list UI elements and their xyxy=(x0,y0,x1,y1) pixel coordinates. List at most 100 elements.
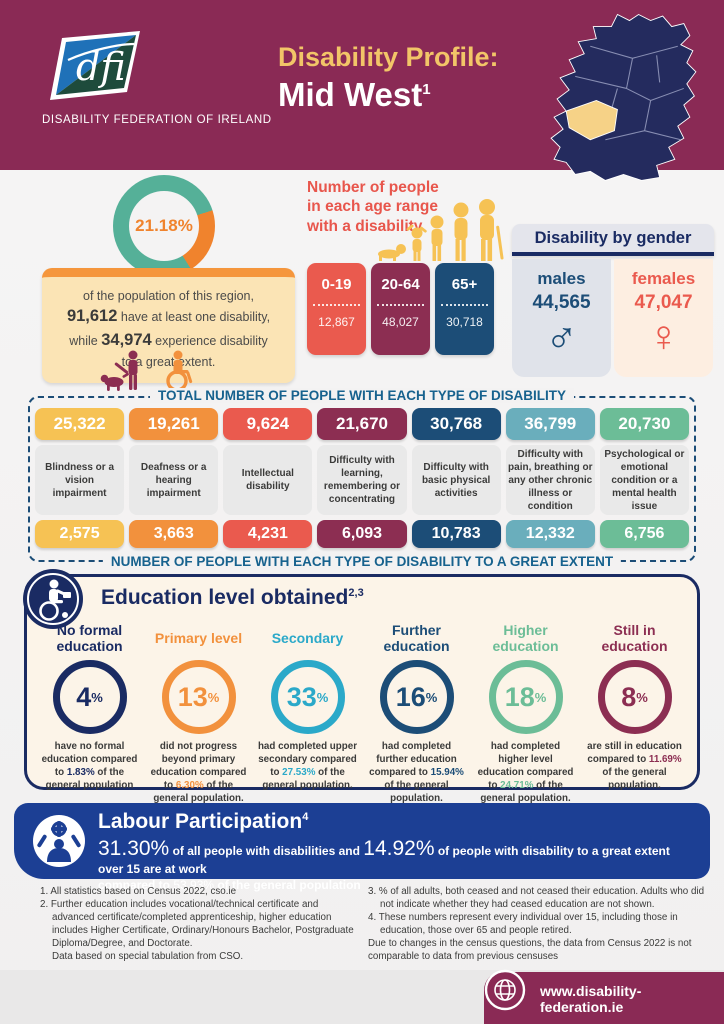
blind-person-with-guide-dog-icon xyxy=(100,350,138,391)
age-value: 12,867 xyxy=(318,315,355,329)
education-title: Education level obtained2,3 xyxy=(101,586,364,609)
region-title-footnote-marker: 1 xyxy=(422,81,431,98)
level-description: are still in education compared to 11.69… xyxy=(587,741,682,791)
type-label: Deafness or a hearing impairment xyxy=(129,445,219,515)
page-title: Disability Profile: xyxy=(278,42,499,72)
extent-badge: 6,093 xyxy=(317,520,407,548)
gender-heading: Disability by gender xyxy=(512,224,714,256)
disability-column-intellectual: 9,624 Intellectual disability 4,231 xyxy=(223,408,313,548)
age-cards: 0-19 12,867 20-64 48,027 65+ 30,718 xyxy=(307,263,494,355)
extent-badge: 10,783 xyxy=(411,520,501,548)
level-percent: 18 xyxy=(504,681,535,712)
level-circle: 16% xyxy=(379,660,454,734)
education-wheelchair-reader-icon xyxy=(21,567,85,636)
disability-column-chronic: 36,799 Difficulty with pain, breathing o… xyxy=(505,408,595,548)
labour-percent-all: 31.30% xyxy=(98,837,170,860)
comparison-percent: 15.94% xyxy=(430,766,464,778)
svg-text:dfi: dfi xyxy=(76,45,126,89)
great-extent-count: 34,974 xyxy=(101,331,152,350)
gender-panel: Disability by gender males 44,565 ♂ fema… xyxy=(512,224,714,377)
dfi-logo: dfi xyxy=(50,30,144,115)
footnotes-right: 3. % of all adults, both ceased and not … xyxy=(368,886,716,964)
disability-column-mental-health: 20,730 Psychological or emotional condit… xyxy=(599,408,689,548)
male-icon: ♂ xyxy=(545,312,578,361)
footnote-item: Due to changes in the census questions, … xyxy=(368,937,692,962)
extent-badge: 2,575 xyxy=(35,520,125,548)
age-value: 30,718 xyxy=(446,315,483,329)
footnotes-left: 1. All statistics based on Census 2022, … xyxy=(40,886,362,964)
total-badge: 30,768 xyxy=(411,408,501,440)
total-badge: 20,730 xyxy=(599,408,689,440)
type-label: Difficulty with pain, breathing or any o… xyxy=(505,445,595,515)
females-card: females 47,047 ♀ xyxy=(614,259,713,377)
midwest-region-highlight xyxy=(565,100,618,141)
total-badge: 9,624 xyxy=(223,408,313,440)
total-badge: 19,261 xyxy=(129,408,219,440)
education-panel: Education level obtained2,3 No formal ed… xyxy=(23,569,700,804)
education-level-still-in: Still in education 8% are still in educa… xyxy=(582,621,687,806)
footnote-item: 3. % of all adults, both ceased and not … xyxy=(368,886,705,910)
total-badge: 25,322 xyxy=(35,408,125,440)
education-level-no-formal: No formal education 4% have no formal ed… xyxy=(37,621,142,806)
level-heading: Higher education xyxy=(492,621,559,654)
labour-stats: 31.30% of all people with disabilities a… xyxy=(98,837,670,892)
level-circle: 33% xyxy=(270,660,345,734)
footer-band: www.disability-federation.ie xyxy=(484,969,724,1024)
level-heading: Still in education xyxy=(601,621,668,654)
comparison-percent: 24.71% xyxy=(500,779,534,791)
disability-column-deafness: 19,261 Deafness or a hearing impairment … xyxy=(129,408,219,548)
males-label: males xyxy=(537,269,586,288)
age-section-heading: Number of people in each age range with … xyxy=(307,179,439,235)
footnote-item: Data based on special tabulation from CS… xyxy=(52,950,244,962)
level-description: had completed further education compared… xyxy=(369,741,464,804)
age-value: 48,027 xyxy=(382,315,419,329)
level-heading: Secondary xyxy=(271,629,344,646)
age-card-20-64: 20-64 48,027 xyxy=(371,263,430,355)
level-percent: 4 xyxy=(76,681,92,712)
globe-icon xyxy=(484,969,526,1016)
disability-column-learning: 21,670 Difficulty with learning, remembe… xyxy=(317,408,407,548)
labour-footnote-marker: 4 xyxy=(302,811,309,823)
people-with-disability-count: 91,612 xyxy=(66,307,118,326)
level-heading: Further education xyxy=(383,621,450,654)
total-badge: 36,799 xyxy=(505,408,595,440)
level-description: did not progress beyond primary educatio… xyxy=(150,741,247,804)
level-circle: 18% xyxy=(488,660,563,734)
extent-badge: 3,663 xyxy=(129,520,219,548)
level-description: had completed upper secondary compared t… xyxy=(257,741,358,791)
age-label: 20-64 xyxy=(381,276,420,293)
level-circle: 4% xyxy=(52,660,127,734)
population-note: of the population of this region, 91,612… xyxy=(42,268,295,384)
level-percent: 16 xyxy=(395,681,426,712)
total-badge: 21,670 xyxy=(317,408,407,440)
males-card: males 44,565 ♂ xyxy=(512,259,611,377)
age-figures-icon xyxy=(375,196,507,267)
labour-percent-general: 53.93% xyxy=(173,877,215,892)
extent-caption: NUMBER OF PEOPLE WITH EACH TYPE OF DISAB… xyxy=(102,554,622,569)
footnote-item: 1. All statistics based on Census 2022, … xyxy=(40,886,237,897)
level-percent: 33 xyxy=(286,681,317,712)
level-heading: No formal education xyxy=(56,621,123,654)
females-label: females xyxy=(631,269,696,288)
extent-badge: 6,756 xyxy=(599,520,689,548)
prevalence-donut: 21.18% xyxy=(113,175,215,277)
comparison-percent: 11.69% xyxy=(648,753,682,765)
type-label: Psychological or emotional condition or … xyxy=(599,445,689,515)
education-footnote-marker: 2,3 xyxy=(348,587,364,599)
org-name: DISABILITY FEDERATION OF IRELAND xyxy=(42,114,272,126)
county-borders xyxy=(575,45,684,141)
footnote-item: 4. These numbers represent every individ… xyxy=(368,911,678,936)
level-circle: 8% xyxy=(597,660,672,734)
comparison-percent: 6.30% xyxy=(175,779,204,791)
labour-percent-extent: 14.92% xyxy=(363,837,435,860)
level-description: had completed higher level education com… xyxy=(477,741,574,804)
labour-title: Labour Participation4 xyxy=(98,810,309,833)
age-label: 65+ xyxy=(451,276,478,293)
level-heading: Primary level xyxy=(154,629,243,646)
age-card-65plus: 65+ 30,718 xyxy=(435,263,494,355)
footer-link[interactable]: www.disability-federation.ie xyxy=(540,983,642,1015)
region-title: Mid West1 xyxy=(278,76,431,113)
type-label: Intellectual disability xyxy=(223,445,313,515)
total-caption: TOTAL NUMBER OF PEOPLE WITH EACH TYPE OF… xyxy=(149,388,575,403)
education-level-higher: Higher education 18% had completed highe… xyxy=(473,621,578,806)
